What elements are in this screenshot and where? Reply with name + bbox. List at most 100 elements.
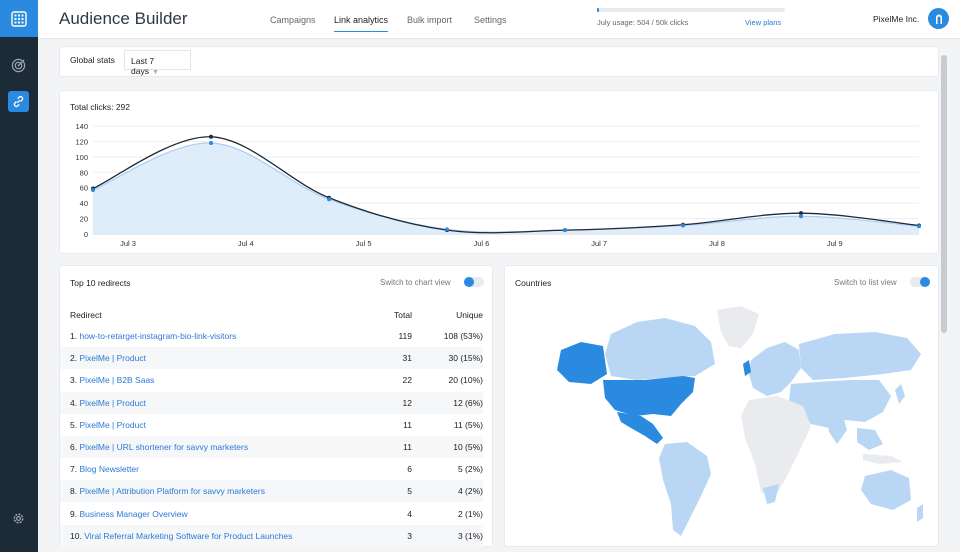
data-point[interactable] [799, 211, 803, 216]
x-tick-label: Jul 5 [356, 239, 372, 248]
data-point[interactable] [681, 223, 685, 228]
user-icon [935, 14, 942, 24]
map-africa [741, 396, 811, 500]
list-view-toggle[interactable] [910, 277, 930, 287]
unique-cell: 12 (6%) [453, 397, 483, 408]
chart-view-toggle[interactable] [464, 277, 484, 287]
y-tick-label: 60 [80, 184, 88, 193]
y-tick-label: 120 [75, 137, 88, 146]
redirect-cell: 3. PixelMe | B2B Saas [70, 375, 154, 385]
unique-cell: 11 (5%) [453, 419, 483, 430]
table-row: 3. PixelMe | B2B Saas 22 20 (10%) [60, 369, 483, 391]
row-number: 4. [70, 397, 78, 408]
series-area [93, 142, 919, 234]
redirect-link[interactable]: PixelMe | Attribution Platform for savvy… [79, 486, 265, 497]
usage-progress-fill [597, 8, 599, 12]
redirect-cell: 5. PixelMe | Product [70, 420, 146, 430]
table-row: 8. PixelMe | Attribution Platform for sa… [60, 480, 483, 503]
map-mexico [617, 412, 663, 444]
row-number: 10. [70, 530, 82, 541]
table-row: 2. PixelMe | Product 31 30 (15%) [60, 347, 484, 370]
data-point[interactable] [917, 224, 921, 229]
data-point[interactable] [91, 188, 95, 193]
clicks-chart-card: Total clicks: 292 0 20 40 60 80 100 120 140 Jul … [59, 90, 939, 254]
target-icon [11, 58, 26, 73]
col-header-total: Total [394, 310, 412, 320]
date-range-select[interactable]: Last 7 days ▼ [124, 50, 191, 76]
global-stats-filter: Global stats Last 7 days ▼ [59, 46, 939, 77]
redirect-cell: 6. PixelMe | URL shortener for savvy mar… [70, 442, 248, 452]
tab-bulk-import[interactable]: Bulk import [407, 15, 453, 25]
redirect-link[interactable]: PixelMe | Product [79, 419, 146, 430]
redirect-cell: 8. PixelMe | Attribution Platform for sa… [70, 486, 265, 496]
table-row: 7. Blog Newsletter 6 5 (2%) [60, 458, 483, 480]
redirect-link[interactable]: Blog Newsletter [79, 464, 139, 475]
unique-cell: 20 (10%) [448, 375, 484, 386]
sidebar-item-links[interactable] [8, 91, 29, 112]
redirect-link[interactable]: Viral Referral Marketing Software for Pr… [84, 530, 293, 541]
unique-cell: 5 (2%) [457, 464, 483, 475]
data-point[interactable] [327, 197, 331, 202]
view-plans-link[interactable]: View plans [745, 18, 782, 27]
total-cell: 11 [403, 442, 412, 452]
y-tick-label: 40 [80, 199, 88, 208]
map-indonesia [863, 454, 903, 464]
redirect-cell: 4. PixelMe | Product [70, 398, 146, 408]
redirect-link[interactable]: PixelMe | Product [79, 397, 146, 408]
row-number: 8. [70, 486, 78, 497]
table-row: 10. Viral Referral Marketing Software fo… [60, 524, 483, 547]
x-tick-label: Jul 6 [473, 239, 489, 248]
global-stats-label: Global stats [70, 55, 115, 65]
redirect-link[interactable]: Business Manager Overview [79, 508, 188, 519]
row-number: 2. [70, 353, 78, 364]
sidebar-item-settings[interactable] [8, 508, 29, 529]
tab-campaigns[interactable]: Campaigns [270, 15, 316, 25]
total-cell: 22 [402, 375, 412, 386]
sidebar-item-campaigns[interactable] [8, 55, 29, 76]
data-point[interactable] [209, 140, 213, 145]
row-number: 6. [70, 442, 78, 452]
redirect-link[interactable]: PixelMe | URL shortener for savvy market… [79, 442, 249, 452]
countries-card: Countries Switch to list view [504, 265, 939, 547]
map-russia [799, 332, 921, 380]
map-australia [861, 470, 911, 510]
redirect-cell: 1. how-to-retarget-instagram-bio-link-vi… [70, 331, 236, 341]
map-usa [603, 376, 695, 416]
countries-title: Countries [515, 278, 552, 288]
tab-settings[interactable]: Settings [474, 15, 507, 25]
redirect-link[interactable]: PixelMe | B2B Saas [79, 375, 155, 386]
top-redirects-card: Top 10 redirects Switch to chart view Re… [59, 265, 493, 547]
app-launcher-button[interactable] [0, 0, 38, 37]
avatar[interactable] [928, 8, 949, 29]
row-number: 7. [70, 464, 78, 475]
data-point[interactable] [563, 228, 567, 233]
account-name[interactable]: PixelMe Inc. [873, 14, 920, 24]
gear-icon [13, 513, 24, 524]
unique-cell: 30 (15%) [448, 353, 484, 364]
unique-cell: 4 (2%) [457, 486, 483, 497]
table-row: 5. PixelMe | Product 11 11 (5%) [60, 414, 483, 436]
unique-cell: 3 (1%) [457, 530, 483, 541]
total-cell: 5 [407, 486, 412, 497]
caret-down-icon: ▼ [151, 69, 159, 76]
data-point[interactable] [209, 134, 213, 139]
redirect-link[interactable]: how-to-retarget-instagram-bio-link-visit… [79, 331, 237, 341]
map-new-zealand [917, 504, 923, 522]
row-number: 9. [70, 508, 78, 519]
y-tick-label: 0 [84, 230, 88, 239]
tab-link-analytics[interactable]: Link analytics [334, 15, 389, 32]
toggle-knob [464, 277, 474, 287]
data-point[interactable] [445, 227, 449, 232]
y-tick-label: 100 [75, 153, 88, 162]
link-icon [13, 95, 24, 108]
redirect-link[interactable]: PixelMe | Product [79, 353, 146, 364]
map-japan [895, 384, 905, 404]
page-scrollbar[interactable] [941, 55, 947, 333]
chart-view-switch-label: Switch to chart view [380, 278, 451, 287]
top-bar: Audience Builder Campaigns Link analytic… [38, 0, 960, 39]
redirect-cell: 9. Business Manager Overview [70, 509, 188, 519]
clicks-line-chart: 0 20 40 60 80 100 120 140 Jul 3 Jul 4 Jul 5 Jul 6 Ju… [75, 122, 921, 248]
data-point[interactable] [799, 214, 803, 219]
total-cell: 119 [398, 331, 412, 341]
date-range-value: Last 7 days [131, 56, 155, 76]
